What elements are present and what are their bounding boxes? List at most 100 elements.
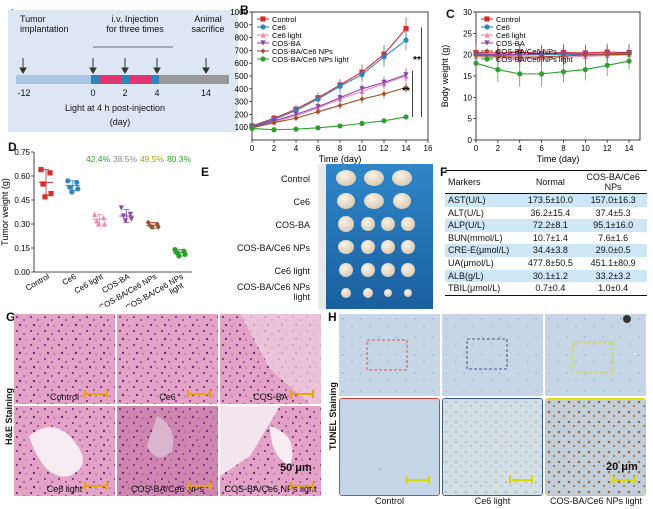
y-tick-label: 700 — [235, 46, 249, 55]
data-point — [484, 40, 490, 46]
scale-bar — [187, 390, 211, 398]
group-cosba — [118, 205, 134, 224]
data-point — [484, 32, 490, 38]
x-tick-label: Ce6 — [61, 272, 79, 287]
data-point — [359, 120, 365, 126]
tunel-overview-ce6-light — [442, 314, 543, 396]
data-point — [560, 53, 567, 59]
table-row: BUN(mmol/L) 10.7±1.4 7.6±1.6 — [448, 232, 629, 243]
y-tick-label: 600 — [235, 59, 249, 68]
data-point — [40, 181, 46, 187]
day-label-14: 14 — [200, 88, 211, 98]
day-label-m12: -12 — [17, 88, 31, 98]
data-point — [118, 205, 124, 211]
table-row: TBIL(μmol/L) 0.7±0.4 1.0±0.4 — [445, 282, 647, 296]
series-line — [251, 86, 407, 129]
he-image-ce6-light: Ce6 light — [14, 406, 115, 496]
y-tick-label: 800 — [235, 34, 249, 43]
y-tick-label: 500 — [235, 72, 249, 81]
group-ce6_light — [92, 211, 108, 227]
legend-label: COS-BA/Ce6 NPs light — [272, 55, 350, 64]
data-point — [96, 221, 102, 227]
data-point — [403, 26, 409, 32]
series-cosba_ce6_light — [473, 52, 632, 87]
data-point — [154, 221, 160, 227]
data-point — [315, 104, 321, 110]
tunel-overview-control — [339, 314, 440, 396]
serum-markers-table: Markers Normal COS-BA/Ce6 NPs AST(U/L) 17… — [445, 170, 647, 296]
x-tick-label: 2 — [496, 144, 501, 153]
data-point — [155, 224, 161, 230]
x-tick-label: 6 — [539, 144, 544, 153]
series-line — [475, 54, 630, 60]
inhibition-label: 38.5% — [113, 154, 138, 164]
data-point — [484, 16, 490, 22]
x-axis-label: Time (day) — [537, 154, 580, 164]
series-line — [475, 60, 630, 75]
x-tick-label: 16 — [424, 144, 433, 153]
panel-label-b: B — [240, 3, 249, 17]
data-point — [381, 118, 387, 124]
data-point — [249, 125, 255, 132]
scale-bar — [406, 476, 430, 484]
x-tick-label: 8 — [338, 144, 343, 153]
panel-label-g: G — [6, 310, 16, 324]
group-ce6 — [65, 178, 81, 195]
data-point — [484, 48, 490, 54]
scale-bar — [612, 476, 636, 484]
tunel-scale-label: 20 μm — [606, 461, 638, 473]
series-cosba_ce6_light — [249, 114, 409, 133]
y-tick-label: 100 — [235, 123, 249, 132]
data-point — [403, 72, 409, 78]
table-row: CRE-E(μmol/L) 34.4±3.8 29.0±0.5 — [445, 244, 647, 257]
y-tick-label: 0.00 — [14, 268, 30, 277]
x-tick-label: 10 — [581, 144, 590, 153]
data-point — [101, 215, 107, 221]
y-tick-label: 900 — [235, 21, 249, 30]
data-point — [403, 114, 409, 120]
data-point — [42, 194, 48, 200]
he-image-cosba: COS-BA — [220, 314, 321, 404]
data-point — [582, 67, 588, 73]
legend-label: COS-BA — [272, 39, 301, 48]
tumor-implantation-label: Tumor implantation — [20, 14, 69, 34]
day-unit: (day) — [109, 117, 131, 127]
y-axis-label: Body weight (g) — [440, 45, 450, 108]
data-point — [67, 184, 73, 190]
injection-label: i.v. Injection for three times — [106, 14, 164, 34]
x-tick-label: 10 — [358, 144, 367, 153]
tunel-caption-cosba-ce6-light: COS-BA/Ce6 NPs light — [549, 496, 643, 506]
tunel-zoom-ce6-light — [442, 398, 543, 496]
x-axis-label: Time (day) — [319, 154, 362, 164]
series-line — [251, 75, 407, 128]
data-point — [381, 91, 387, 97]
data-point — [337, 83, 343, 89]
he-image-control: Control — [14, 314, 115, 404]
data-point — [315, 96, 321, 102]
y-tick-label: 300 — [235, 98, 249, 107]
x-tick-label: 4 — [518, 144, 523, 153]
header-markers: Markers — [448, 176, 481, 187]
panel-label-e: E — [201, 165, 210, 179]
data-point — [149, 224, 155, 230]
group-cosba_ce6_light — [172, 247, 188, 259]
y-tick-label: 25 — [463, 29, 472, 38]
y-tick-label: 10 — [463, 93, 472, 102]
y-tick-label: 5 — [468, 115, 473, 124]
scale-bar — [509, 476, 533, 484]
x-tick-label: 4 — [294, 144, 299, 153]
data-point — [260, 48, 266, 54]
y-tick-label: 0.15 — [14, 244, 30, 253]
animal-sacrifice-label: Animal sacrifice — [191, 14, 225, 34]
legend-label: Ce6 light — [272, 31, 303, 40]
data-point — [539, 71, 545, 77]
he-image-cosba-ce6-light: COS-BA/Ce6 NPs light 50 μm — [220, 406, 321, 496]
day-label-2: 2 — [122, 88, 128, 98]
y-tick-label: 0.60 — [14, 172, 30, 181]
data-point — [176, 253, 182, 259]
significance-label: ** — [402, 86, 410, 97]
group-label-cosba: COS-BA — [275, 220, 310, 230]
panel-label-c: C — [446, 7, 455, 21]
y-tick-label: 200 — [235, 110, 249, 119]
